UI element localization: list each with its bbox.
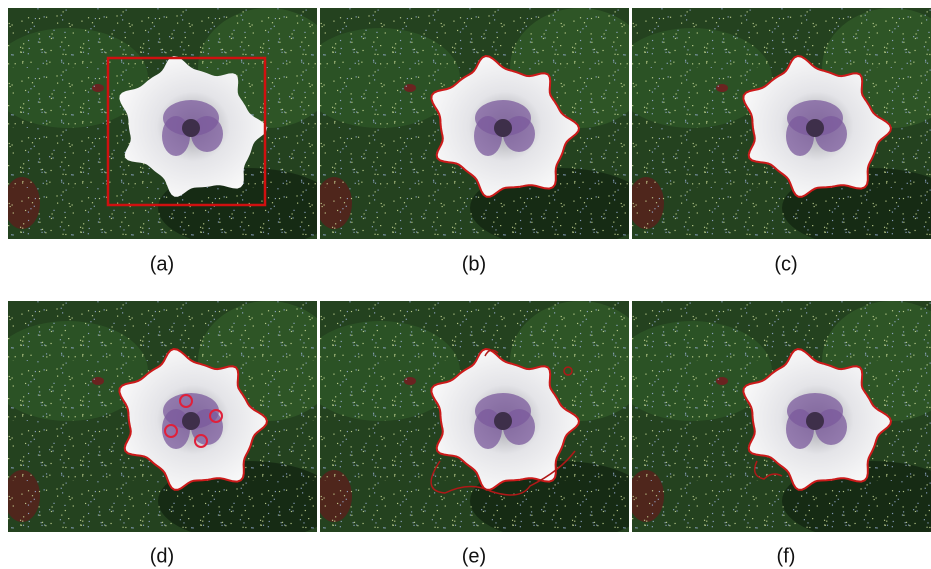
panel-label: (d) [150, 545, 174, 567]
image-panel [612, 8, 931, 248]
panel-label: (c) [774, 253, 797, 275]
panel-label: (b) [462, 253, 486, 275]
image-panel [300, 8, 650, 248]
panel-label: (f) [777, 545, 796, 567]
panel-label: (a) [150, 253, 174, 275]
image-panel [612, 301, 931, 541]
image-panel [0, 8, 338, 248]
panel-label: (e) [462, 545, 486, 567]
figure: (a) (b) (c) (d) (e) (f) [0, 0, 931, 569]
image-panel [300, 301, 650, 541]
image-panel [0, 301, 338, 541]
